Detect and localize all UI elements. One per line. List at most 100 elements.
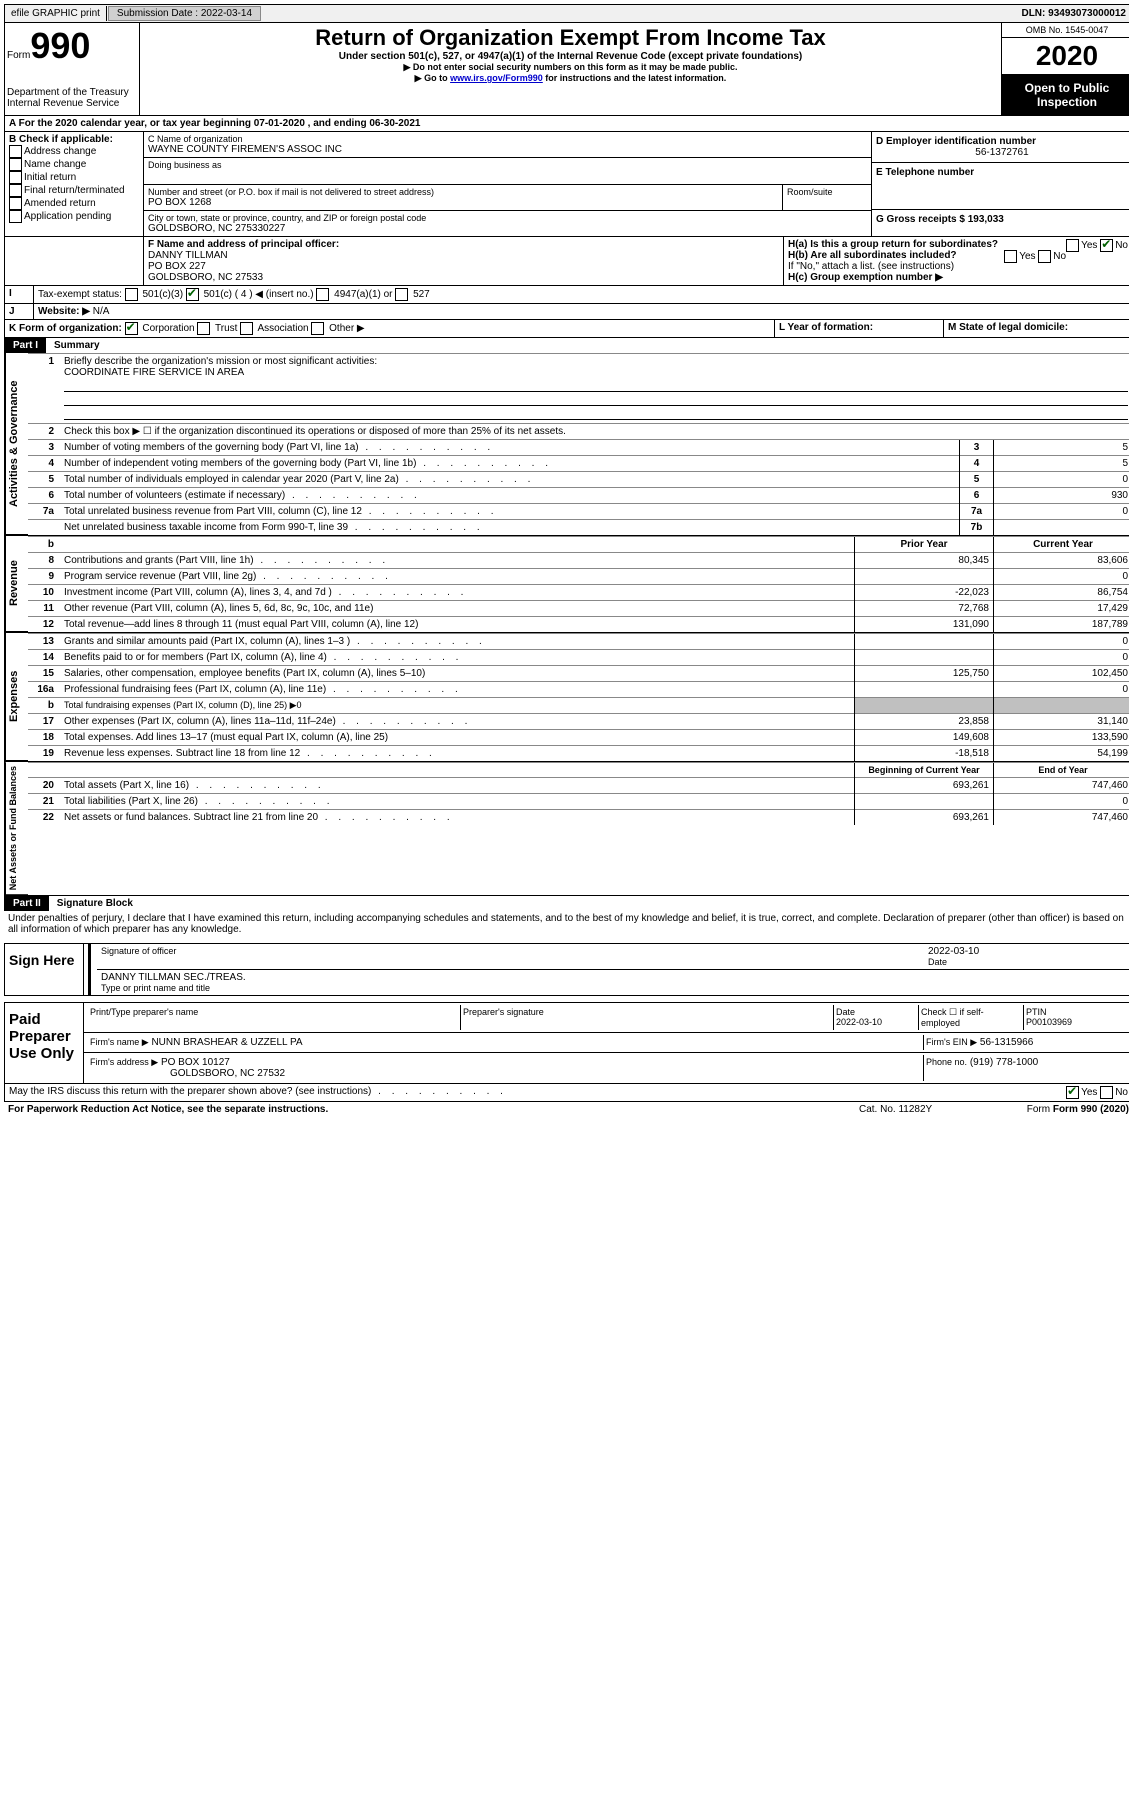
r9-p [855,569,994,585]
n22-n: 22 [28,810,60,826]
h-a-label: H(a) Is this a group return for subordin… [788,239,998,250]
part2-title: Signature Block [49,896,141,911]
line7a-b: 7a [960,504,994,520]
part1-tag: Part I [5,338,46,353]
firm-addr2: GOLDSBORO, NC 27532 [170,1068,285,1079]
col-prior: Prior Year [855,537,994,553]
paid-preparer-block: Paid Preparer Use Only Print/Type prepar… [4,1002,1129,1084]
col-b: b [28,537,60,553]
print-name-label: Print/Type preparer's name [88,1005,461,1030]
f-officer-label: F Name and address of principal officer: [148,239,779,250]
n21-t: Total liabilities (Part X, line 26) [60,794,855,810]
line6-b: 6 [960,488,994,504]
firm-addr-label: Firm's address ▶ [90,1057,158,1067]
chk-501c3[interactable]: 501(c)(3) [142,289,183,300]
chk-trust[interactable]: Trust [215,323,237,334]
tax-period: A For the 2020 calendar year, or tax yea… [5,116,1129,131]
r8-p: 80,345 [855,553,994,569]
submission-date-button[interactable]: Submission Date : 2022-03-14 [108,6,261,21]
chk-pending[interactable]: Application pending [24,211,111,222]
open-public-badge: Open to Public Inspection [1002,75,1129,115]
form-number: 990 [30,25,90,66]
pra-notice: For Paperwork Reduction Act Notice, see … [8,1104,859,1115]
dept-label: Department of the Treasury [7,87,137,98]
n22-p: 693,261 [855,810,994,826]
ha-yes[interactable]: Yes [1081,240,1097,251]
officer-name: DANNY TILLMAN [148,250,779,261]
chk-501c[interactable]: 501(c) ( 4 ) ◀ (insert no.) [204,289,314,300]
line4-b: 4 [960,456,994,472]
firm-name: NUNN BRASHEAR & UZZELL PA [151,1037,302,1048]
g-gross-label: G Gross receipts $ 193,033 [872,210,1129,229]
chk-assoc[interactable]: Association [257,323,308,334]
section-b-label: B Check if applicable: [9,134,139,145]
phone-label: Phone no. [926,1057,967,1067]
r9-t: Program service revenue (Part VIII, line… [60,569,855,585]
line4-n: 4 [28,456,60,472]
chk-527[interactable]: 527 [413,289,430,300]
vert-governance: Activities & Governance [5,353,28,535]
date-label: Date [928,957,1128,967]
n22-t: Net assets or fund balances. Subtract li… [60,810,855,826]
chk-initial[interactable]: Initial return [24,172,76,183]
ha-no[interactable]: No [1115,240,1128,251]
line3-t: Number of voting members of the governin… [60,440,960,456]
e15-n: 15 [28,666,60,682]
form990-link[interactable]: www.irs.gov/Form990 [450,73,543,83]
n21-c: 0 [994,794,1129,810]
goto-prefix: Go to [424,73,450,83]
e15-t: Salaries, other compensation, employee b… [60,666,855,682]
line3-n: 3 [28,440,60,456]
line3-b: 3 [960,440,994,456]
r12-c: 187,789 [994,617,1129,633]
r10-t: Investment income (Part VIII, column (A)… [60,585,855,601]
hb-yes[interactable]: Yes [1019,251,1035,262]
q2-text: Check this box ▶ ☐ if the organization d… [60,424,1129,440]
e16a-t: Professional fundraising fees (Part IX, … [60,682,855,698]
dln-label: DLN: 93493073000012 [1015,6,1129,21]
vert-expenses: Expenses [5,633,28,761]
chk-amended[interactable]: Amended return [24,198,96,209]
room-label: Room/suite [782,185,871,210]
chk-corp[interactable]: Corporation [142,323,194,334]
name-type-label: Type or print name and title [101,983,1128,993]
form-subtitle: Under section 501(c), 527, or 4947(a)(1)… [142,51,999,62]
discuss-yes[interactable]: Yes [1081,1087,1097,1098]
r8-c: 83,606 [994,553,1129,569]
street-value: PO BOX 1268 [148,197,778,208]
dba-label: Doing business as [148,160,867,170]
discuss-no[interactable]: No [1115,1087,1128,1098]
cat-no: Cat. No. 11282Y [859,1104,1009,1115]
chk-final[interactable]: Final return/terminated [24,185,125,196]
e19-t: Revenue less expenses. Subtract line 18 … [60,746,855,762]
chk-name[interactable]: Name change [24,159,86,170]
tax-exempt-label: Tax-exempt status: [38,289,122,300]
r12-t: Total revenue—add lines 8 through 11 (mu… [60,617,855,633]
r11-p: 72,768 [855,601,994,617]
e14-n: 14 [28,650,60,666]
prep-sig-label: Preparer's signature [461,1005,834,1030]
hb-no[interactable]: No [1053,251,1066,262]
part1-title: Summary [46,338,108,353]
officer-addr1: PO BOX 227 [148,261,779,272]
chk-other[interactable]: Other ▶ [329,323,364,334]
chk-4947[interactable]: 4947(a)(1) or [334,289,392,300]
officer-addr2: GOLDSBORO, NC 27533 [148,272,779,283]
line6-t: Total number of volunteers (estimate if … [60,488,960,504]
phone-value: (919) 778-1000 [970,1057,1038,1068]
r8-n: 8 [28,553,60,569]
e14-c: 0 [994,650,1129,666]
e-phone-label: E Telephone number [876,167,1128,178]
e18-n: 18 [28,730,60,746]
self-employed-label[interactable]: Check ☐ if self-employed [919,1005,1024,1030]
e14-p [855,650,994,666]
prep-date-label: Date [836,1007,855,1017]
chk-address[interactable]: Address change [24,146,96,157]
line7b-t: Net unrelated business taxable income fr… [60,520,960,536]
n20-t: Total assets (Part X, line 16) [60,778,855,794]
paid-preparer-label: Paid Preparer Use Only [5,1003,84,1083]
officer-sig-name: DANNY TILLMAN SEC./TREAS. [101,972,1128,983]
omb-label: OMB No. 1545-0047 [1002,23,1129,38]
e14-t: Benefits paid to or for members (Part IX… [60,650,855,666]
n20-c: 747,460 [994,778,1129,794]
